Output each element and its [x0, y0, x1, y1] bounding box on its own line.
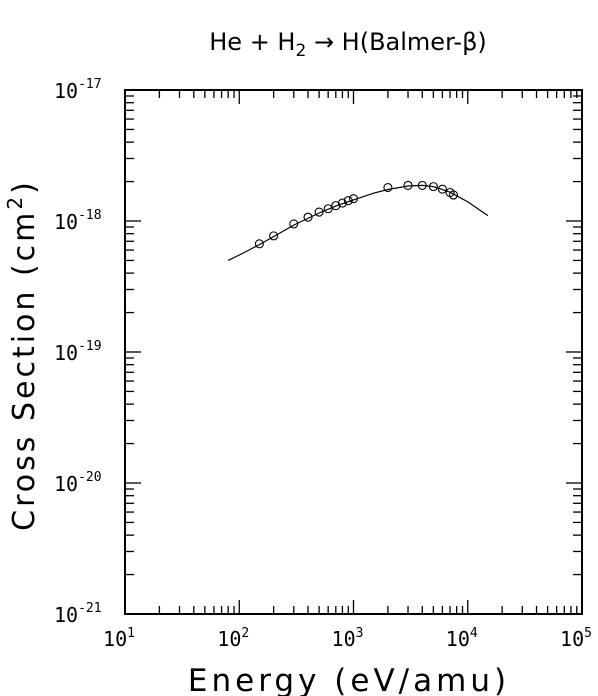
- chart-title-pre: He + H: [209, 28, 295, 56]
- y-axis-label-sup: 2: [3, 194, 27, 210]
- chart-title-sub: 2: [295, 41, 306, 61]
- data-point-marker: [289, 219, 299, 229]
- y-axis-label: Cross Section (cm2): [3, 179, 42, 531]
- axis-ticks: [124, 89, 583, 615]
- x-tick-label: 101: [103, 626, 135, 651]
- data-point-marker: [437, 184, 447, 194]
- data-point-marker: [314, 207, 324, 217]
- chart-title: He + H2 → H(Balmer-β): [209, 28, 487, 61]
- plot-frame: [124, 89, 583, 615]
- chart-title-post: → H(Balmer-β): [306, 28, 486, 56]
- data-point-marker: [448, 190, 459, 200]
- x-tick-label: 102: [217, 626, 249, 651]
- x-tick-label: 105: [560, 626, 592, 651]
- data-point-marker: [383, 183, 393, 193]
- plot-area: [124, 89, 583, 615]
- y-tick-label: 10-17: [54, 77, 102, 103]
- x-tick-label: 104: [446, 626, 478, 651]
- data-point-marker: [254, 239, 264, 249]
- x-axis-label: Energy (eV/amu): [188, 663, 510, 696]
- tick-labels: 101 102 103 104 105 10-21 10-20 10-19 10-18 10-17: [54, 77, 592, 651]
- y-axis-label-post: ): [7, 179, 42, 194]
- y-tick-label: 10-19: [54, 339, 102, 365]
- y-tick-label: 10-20: [54, 470, 102, 496]
- y-tick-label: 10-21: [54, 601, 102, 627]
- x-tick-label: 103: [332, 626, 364, 651]
- data-series: [227, 180, 489, 261]
- y-axis-label-pre: Cross Section (cm: [7, 210, 42, 531]
- data-point-marker: [269, 231, 279, 241]
- data-point-marker: [337, 198, 347, 208]
- fit-curve: [227, 184, 489, 261]
- data-point-marker: [323, 204, 333, 214]
- y-tick-label: 10-18: [54, 208, 102, 234]
- data-point-marker: [331, 201, 341, 211]
- data-point-marker: [303, 212, 313, 222]
